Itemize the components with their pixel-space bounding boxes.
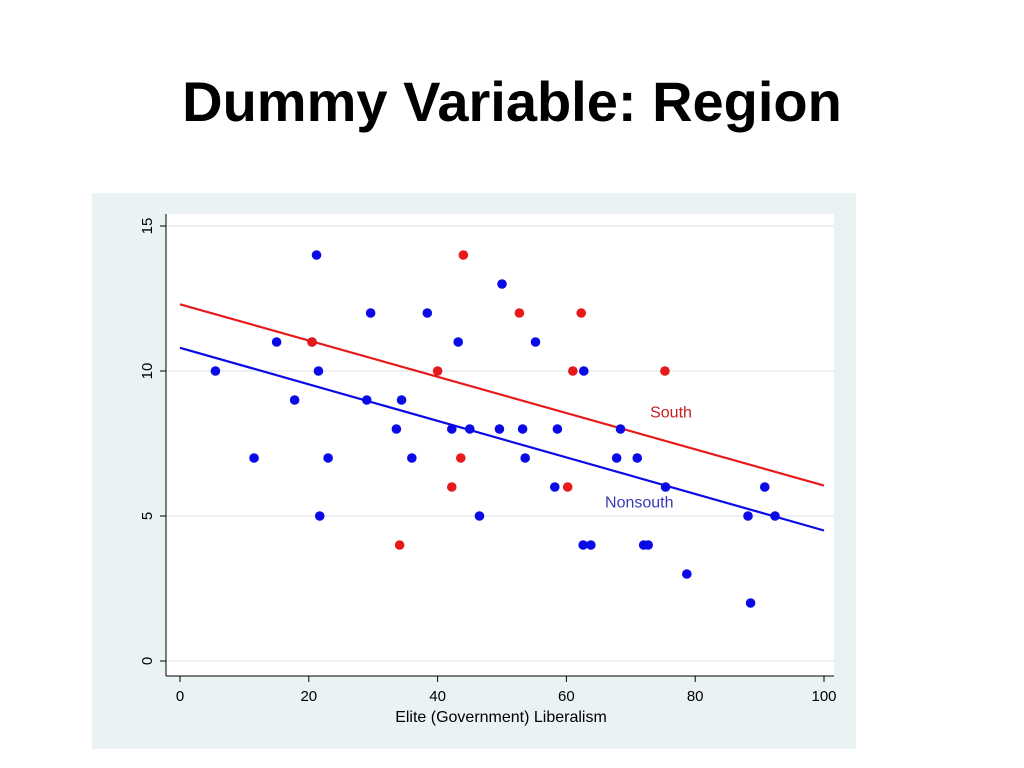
nonsouth-point-1 xyxy=(249,453,259,463)
fit-lines xyxy=(179,303,825,532)
nonsouth-point-24 xyxy=(550,482,560,492)
south-point-3 xyxy=(446,482,457,492)
scatter-chart: 0 5 10 15 0 20 40 60 80 100 Nonsouth South Elite (… xyxy=(139,214,837,726)
data-points xyxy=(210,250,780,608)
series-labels: Nonsouth South xyxy=(605,404,692,511)
nonsouth-point-26 xyxy=(578,540,588,550)
nonsouth-point-28 xyxy=(586,540,596,550)
nonsouth-point-14 xyxy=(422,308,433,318)
nonsouth-point-33 xyxy=(643,540,653,550)
nonsouth-point-3 xyxy=(289,395,300,405)
nonsouth-point-36 xyxy=(743,511,753,521)
x-tick-label-20: 20 xyxy=(300,688,317,705)
grid-lines xyxy=(166,225,834,662)
nonsouth-point-15 xyxy=(446,424,457,434)
x-tick-label-0: 0 xyxy=(176,688,184,705)
nonsouth-point-17 xyxy=(465,424,475,434)
nonsouth-point-2 xyxy=(271,337,282,347)
south-point-4 xyxy=(455,453,466,463)
nonsouth-point-23 xyxy=(530,337,541,347)
nonsouth-point-5 xyxy=(311,250,322,260)
x-tick-label-40: 40 xyxy=(429,688,446,705)
nonsouth-point-39 xyxy=(770,511,780,521)
x-tick-label-100: 100 xyxy=(811,688,836,705)
nonsouth-point-7 xyxy=(314,511,325,521)
nonsouth-point-20 xyxy=(497,279,507,289)
south-point-1 xyxy=(394,540,405,550)
x-tick-label-60: 60 xyxy=(558,688,575,705)
nonsouth-point-11 xyxy=(391,424,402,434)
nonsouth-point-35 xyxy=(682,569,692,579)
south-point-5 xyxy=(458,250,469,260)
south-point-0 xyxy=(307,337,317,347)
south-point-10 xyxy=(660,366,670,376)
nonsouth-point-9 xyxy=(361,395,372,405)
nonsouth-point-0 xyxy=(210,366,221,376)
nonsouth-point-16 xyxy=(453,337,464,347)
chart-panel: 0 5 10 15 0 20 40 60 80 100 Nonsouth South Elite (… xyxy=(92,193,856,749)
slide-title: Dummy Variable: Region xyxy=(182,70,842,133)
south-fit-line xyxy=(179,303,825,487)
nonsouth-point-12 xyxy=(396,395,407,405)
nonsouth-fit-line xyxy=(179,346,825,532)
nonsouth-point-8 xyxy=(323,453,333,463)
y-tick-label-0: 0 xyxy=(139,657,156,665)
nonsouth-point-31 xyxy=(632,453,643,463)
nonsouth-point-13 xyxy=(407,453,417,463)
nonsouth-point-6 xyxy=(313,366,324,376)
nonsouth-point-27 xyxy=(578,366,589,376)
south-point-9 xyxy=(576,308,587,318)
nonsouth-point-30 xyxy=(615,424,626,434)
south-point-2 xyxy=(432,366,443,376)
nonsouth-point-10 xyxy=(365,308,376,318)
south-point-8 xyxy=(568,366,578,376)
nonsouth-point-19 xyxy=(494,424,505,434)
x-axis-label: Elite (Government) Liberalism xyxy=(395,709,607,726)
y-tick-label-5: 5 xyxy=(139,512,156,520)
y-tick-label-10: 10 xyxy=(139,363,156,380)
plot-area xyxy=(166,214,834,676)
nonsouth-point-25 xyxy=(552,424,563,434)
nonsouth-point-34 xyxy=(660,482,671,492)
nonsouth-point-22 xyxy=(520,453,530,463)
nonsouth-point-37 xyxy=(745,598,756,608)
nonsouth-label: Nonsouth xyxy=(605,494,674,511)
y-tick-label-15: 15 xyxy=(139,218,156,235)
nonsouth-point-29 xyxy=(611,453,622,463)
nonsouth-point-21 xyxy=(517,424,528,434)
south-point-7 xyxy=(562,482,573,492)
nonsouth-point-38 xyxy=(759,482,770,492)
axes: 0 5 10 15 0 20 40 60 80 100 xyxy=(139,214,837,705)
x-tick-label-80: 80 xyxy=(687,688,704,705)
south-point-6 xyxy=(514,308,525,318)
south-label: South xyxy=(650,404,692,421)
nonsouth-point-18 xyxy=(474,511,485,521)
